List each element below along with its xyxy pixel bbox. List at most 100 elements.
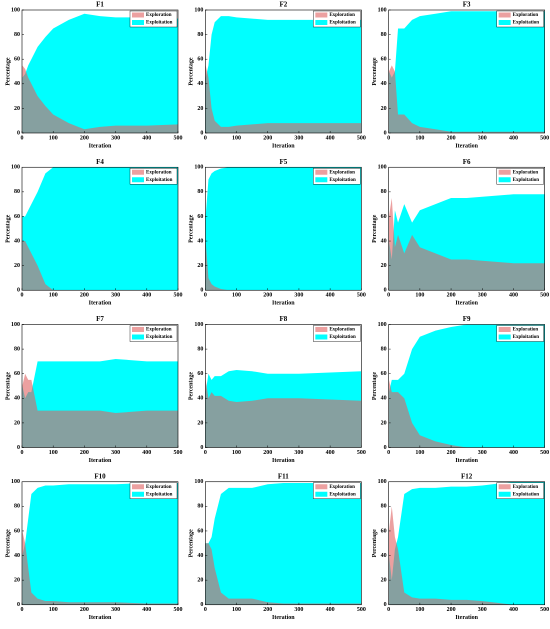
axes-frame: [205, 481, 362, 606]
x-axis-label: Iteration: [89, 458, 112, 464]
legend-swatch: [132, 327, 144, 332]
x-tick-label: 0: [21, 607, 24, 613]
y-tick-label: 20: [14, 263, 20, 269]
area: [388, 481, 545, 605]
y-tick-label: 0: [200, 602, 203, 608]
y-tick-label: 0: [17, 602, 20, 608]
x-tick-label: 400: [326, 135, 335, 141]
legend-label: Exploration: [513, 328, 539, 333]
y-tick-label: 0: [17, 288, 20, 294]
legend-label: Exploration: [146, 170, 172, 175]
x-tick-label: 200: [263, 607, 272, 613]
y-tick-label: 0: [200, 130, 203, 136]
y-tick-label: 60: [197, 57, 203, 63]
x-tick-label: 400: [326, 450, 335, 456]
x-tick-label: 500: [540, 450, 549, 456]
legend-swatch: [315, 12, 328, 18]
x-tick-label: 200: [80, 293, 89, 299]
y-tick-label: 40: [381, 396, 387, 402]
chart-title: F7: [96, 315, 104, 323]
legend-label: Exploration: [146, 485, 172, 490]
y-tick-label: 100: [11, 479, 20, 485]
y-tick-label: 80: [14, 346, 20, 352]
legend-label: Exploration: [513, 13, 539, 18]
y-tick-label: 0: [384, 602, 387, 608]
x-tick-label: 400: [142, 607, 151, 613]
y-tick-label: 60: [381, 528, 387, 534]
area: [205, 543, 362, 605]
legend-label: Exploitation: [513, 21, 540, 26]
y-tick-label: 20: [381, 578, 387, 584]
x-axis-label: Iteration: [272, 615, 295, 621]
x-tick-label: 200: [80, 607, 89, 613]
x-tick-label: 500: [540, 135, 549, 141]
y-tick-label: 60: [14, 371, 20, 377]
axes-frame: [205, 324, 362, 448]
x-tick-label: 500: [357, 607, 366, 613]
legend-swatch: [315, 491, 328, 497]
y-axis-label: Percentage: [189, 372, 195, 401]
area: [205, 16, 362, 133]
y-tick-label: 40: [14, 553, 20, 559]
area: [388, 65, 545, 133]
y-tick-label: 40: [197, 553, 203, 559]
legend-swatch: [132, 169, 144, 175]
axes-frame: [21, 481, 179, 606]
y-tick-label: 60: [14, 57, 20, 63]
y-tick-label: 20: [381, 263, 387, 269]
y-tick-label: 60: [197, 214, 203, 220]
y-tick-label: 40: [14, 238, 20, 244]
axes-frame: [21, 324, 179, 448]
legend-label: Exploration: [329, 13, 355, 18]
y-tick-label: 60: [14, 214, 20, 220]
y-axis-label: Percentage: [5, 372, 11, 401]
x-tick-label: 300: [478, 135, 487, 141]
legend-swatch: [132, 491, 144, 497]
x-tick-label: 300: [111, 450, 120, 456]
chart-title: F12: [461, 472, 473, 480]
x-tick-label: 300: [294, 135, 303, 141]
y-tick-label: 0: [200, 288, 203, 294]
area: [22, 241, 179, 291]
x-tick-label: 0: [387, 607, 390, 613]
y-tick-label: 40: [381, 553, 387, 559]
y-tick-label: 60: [381, 57, 387, 63]
y-tick-label: 100: [11, 7, 20, 13]
legend-swatch: [315, 484, 328, 490]
x-tick-label: 300: [294, 293, 303, 299]
legend-label: Exploitation: [146, 178, 173, 183]
legend-label: Exploration: [329, 485, 355, 490]
y-axis-label: Percentage: [372, 214, 378, 243]
legend-swatch: [132, 177, 144, 183]
legend-swatch: [498, 484, 511, 490]
x-tick-label: 200: [263, 135, 272, 141]
x-axis-label: Iteration: [455, 615, 478, 621]
x-tick-label: 100: [415, 135, 424, 141]
x-tick-label: 100: [415, 607, 424, 613]
x-axis-label: Iteration: [455, 301, 478, 307]
legend-swatch: [315, 327, 328, 332]
chart-title: F3: [463, 1, 471, 9]
legend-swatch: [498, 12, 511, 18]
area: [388, 324, 545, 448]
legend-swatch: [132, 484, 144, 490]
x-tick-label: 200: [263, 293, 272, 299]
legend-label: Exploration: [146, 13, 172, 18]
chart-title: F6: [463, 158, 471, 166]
y-tick-label: 40: [14, 396, 20, 402]
x-tick-label: 100: [49, 607, 58, 613]
axes-frame: [205, 9, 362, 134]
area: [22, 373, 179, 448]
y-tick-label: 80: [14, 189, 20, 195]
legend-label: Exploitation: [329, 492, 356, 497]
legend-swatch: [498, 491, 511, 497]
y-tick-label: 60: [381, 214, 387, 220]
y-tick-label: 0: [17, 445, 20, 451]
y-tick-label: 20: [197, 420, 203, 426]
y-tick-label: 20: [14, 106, 20, 112]
x-tick-label: 100: [415, 293, 424, 299]
legend-label: Exploitation: [146, 21, 173, 26]
y-tick-label: 20: [381, 106, 387, 112]
y-tick-label: 0: [384, 130, 387, 136]
y-tick-label: 80: [14, 32, 20, 38]
